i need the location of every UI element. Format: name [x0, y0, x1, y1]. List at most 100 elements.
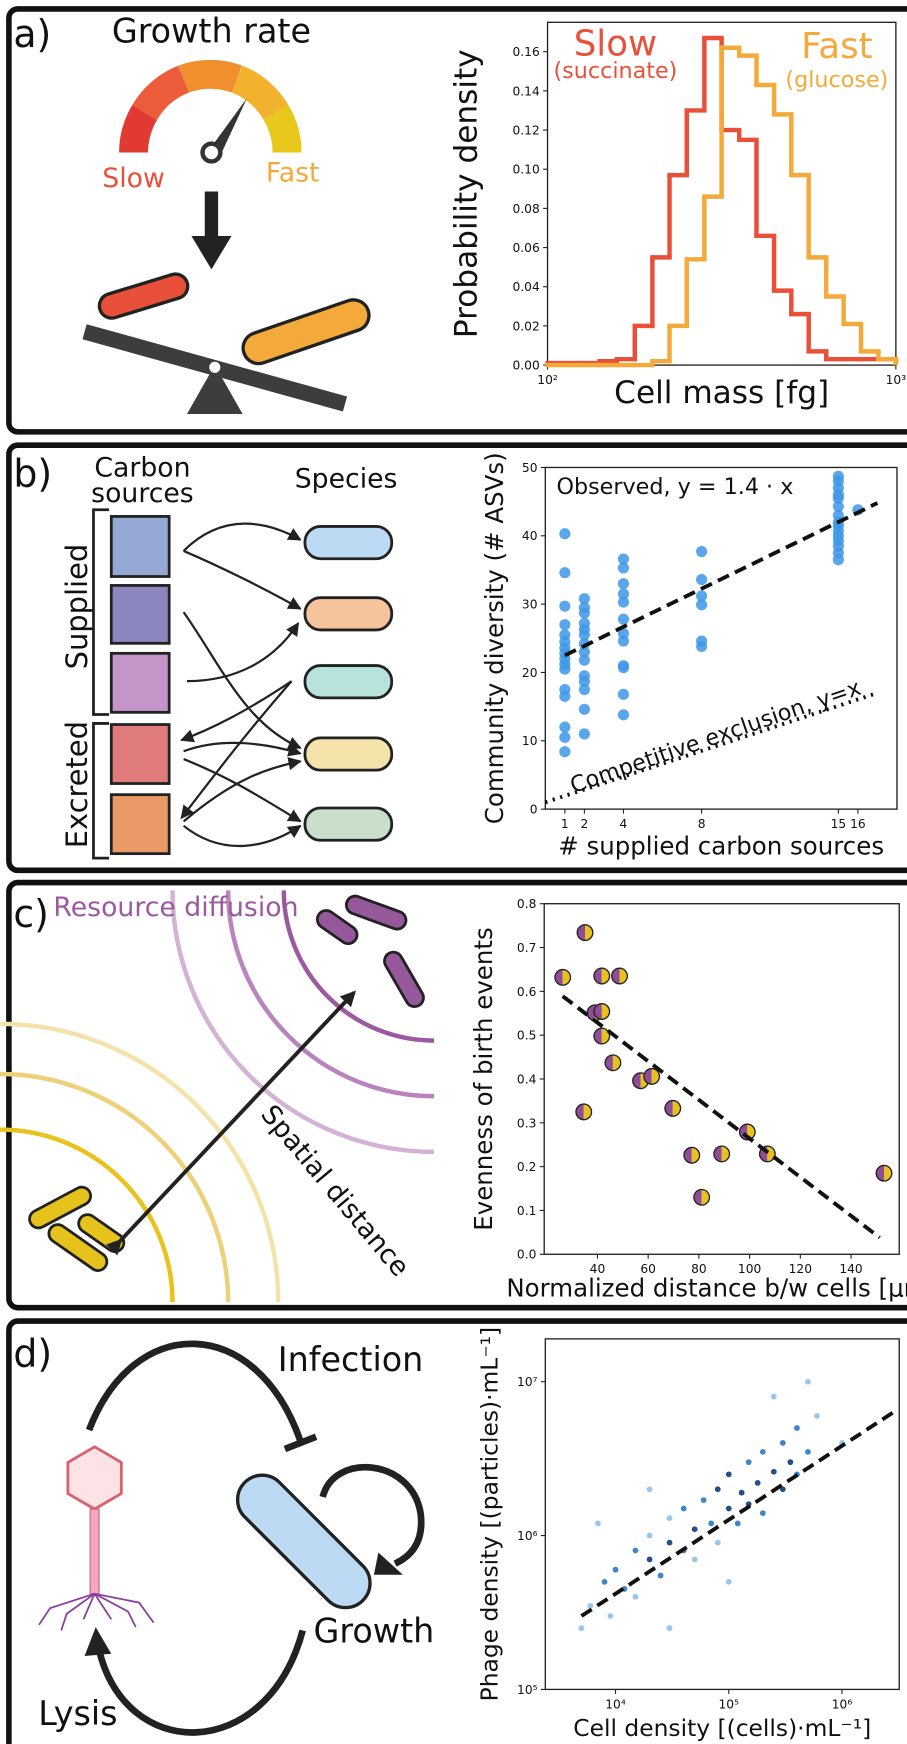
- point-outline: [575, 1103, 593, 1121]
- point-outline: [758, 1145, 776, 1163]
- point: [691, 1556, 698, 1563]
- arrow-head: [84, 1627, 112, 1657]
- point: [696, 545, 708, 558]
- point: [604, 1054, 622, 1072]
- point: [832, 500, 844, 512]
- point: [734, 1520, 741, 1527]
- point-half: [585, 924, 593, 941]
- point: [770, 1468, 777, 1475]
- leg: [38, 1592, 95, 1626]
- x-tick-label: 40: [590, 1262, 606, 1276]
- y-tick-label: 0.08: [512, 202, 539, 216]
- point: [578, 629, 590, 641]
- point: [713, 1145, 731, 1163]
- point-half: [593, 968, 602, 984]
- point: [832, 492, 844, 504]
- y-tick-label: 0.4: [517, 1072, 537, 1086]
- chart: 0.00 0.02 0.04 0.06 0.08 0.10 0.12 0.14 0.16 10² 1…: [448, 21, 906, 411]
- arrow: [183, 758, 302, 823]
- point: [595, 1520, 601, 1527]
- y-tick-label: 20: [522, 666, 538, 680]
- y-tick-label: 0.6: [517, 985, 537, 999]
- point: [664, 1099, 682, 1117]
- point: [683, 1146, 701, 1164]
- diagram-label: Resource diffusion: [53, 892, 298, 923]
- point: [787, 1459, 794, 1466]
- leg: [94, 1592, 137, 1628]
- point: [617, 688, 630, 700]
- y-tick-label: 0.16: [512, 45, 539, 59]
- gauge-label: Fast: [266, 157, 320, 188]
- point: [725, 1578, 732, 1585]
- point-half: [643, 1068, 652, 1085]
- point-half: [693, 1189, 702, 1206]
- y-tick-label: 50: [522, 461, 538, 475]
- y-axis-label: Phage density [(particles)·mL⁻¹]: [475, 1327, 503, 1702]
- point: [770, 1393, 777, 1400]
- y-tick-label: 0.5: [517, 1029, 536, 1043]
- point: [611, 967, 628, 985]
- seesaw-fulcrum: [186, 365, 243, 415]
- species-cell: [303, 596, 394, 632]
- series-label: Fast: [801, 26, 873, 67]
- panel-label: b): [13, 451, 52, 495]
- point: [559, 619, 571, 631]
- header: sources: [91, 478, 194, 509]
- x-axis-label: Cell mass [fg]: [614, 375, 829, 411]
- point-half: [664, 1100, 673, 1117]
- lysis-arrow: [94, 1629, 306, 1736]
- arrow: [183, 549, 302, 610]
- gauge-hub: [200, 141, 223, 164]
- arrow: [183, 741, 302, 757]
- phage-head: [66, 1445, 123, 1511]
- point: [576, 924, 594, 942]
- point: [779, 1440, 786, 1446]
- point-half: [651, 1068, 660, 1085]
- point: [646, 1532, 653, 1539]
- point: [754, 1480, 761, 1486]
- y-axis-label: Community diversity (# ASVs): [480, 452, 509, 824]
- point: [559, 663, 571, 675]
- header: Species: [295, 463, 398, 494]
- point: [794, 1425, 800, 1431]
- diagram-a: Growth rate Slow Fast: [82, 11, 371, 415]
- y-tick-label: 0.02: [512, 319, 539, 333]
- point: [617, 596, 630, 608]
- y-tick-label: 0.7: [517, 941, 536, 955]
- point: [646, 1486, 653, 1493]
- y-tick-label: 10⁷: [517, 1375, 538, 1389]
- y-tick-label: 0.8: [517, 897, 536, 911]
- cell-fast: [241, 298, 371, 366]
- point-half: [713, 1146, 722, 1162]
- point-outline: [593, 1003, 611, 1020]
- point-half: [554, 969, 563, 986]
- y-tick-label: 0.2: [517, 1160, 536, 1174]
- point-half: [632, 1072, 641, 1089]
- point: [646, 1556, 653, 1563]
- series-note: (glucose): [785, 67, 888, 93]
- point: [593, 1003, 611, 1020]
- x-tick-label: 100: [738, 1262, 761, 1276]
- point: [578, 683, 590, 696]
- point: [745, 1459, 752, 1466]
- point: [657, 1572, 664, 1579]
- gauge-label: Slow: [102, 163, 165, 194]
- phage-tail: [89, 1508, 100, 1595]
- plot-area: [544, 1338, 900, 1691]
- point: [578, 728, 590, 740]
- series-note: (succinate): [553, 58, 677, 84]
- bracket: [92, 508, 110, 860]
- point-half: [611, 968, 620, 984]
- x-tick-label: 4: [620, 817, 628, 831]
- point: [696, 640, 708, 653]
- panel-frame: [6, 879, 907, 1311]
- point: [559, 600, 571, 612]
- panel-frames: [6, 6, 907, 1744]
- source: [109, 651, 171, 714]
- point-half: [593, 1028, 602, 1044]
- gauge: [119, 59, 302, 154]
- point: [666, 1515, 673, 1521]
- point: [725, 1471, 732, 1478]
- point: [666, 1625, 673, 1632]
